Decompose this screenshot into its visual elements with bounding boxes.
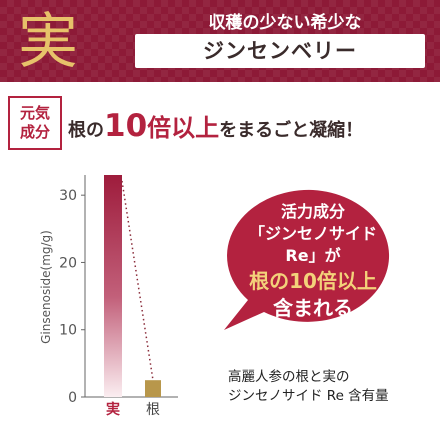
bubble-highlight: 根の10倍以上 — [249, 269, 377, 293]
bubble-line-3: Re」が — [285, 246, 341, 265]
y-tick-label: 0 — [68, 390, 77, 406]
headline: 根の10倍以上をまるごと凝縮！ — [68, 108, 363, 144]
product-name: ジンセンベリー — [135, 34, 425, 68]
callout-bubble: 活力成分 「ジンセノサイド Re」が 根の10倍以上 含まれる — [224, 188, 402, 338]
category-label-root: 根 — [146, 402, 160, 418]
headline-post: をまるごと凝縮！ — [219, 120, 364, 141]
y-tick-label: 20 — [59, 255, 77, 271]
category-label-fruit: 実 — [106, 401, 120, 418]
bubble-line-2: 「ジンセノサイド — [248, 224, 377, 243]
bubble-line-5: 含まれる — [273, 296, 353, 320]
bubble-shape — [224, 189, 390, 330]
y-tick-label: 10 — [59, 323, 77, 339]
headline-number: 10 — [104, 108, 148, 144]
fruit-kanji-logo: 実 — [18, 7, 78, 77]
badge-line-2: 成分 — [19, 123, 50, 141]
y-axis-label: Ginsenoside(mg/g) — [39, 230, 53, 344]
header-banner: 実 収穫の少ない希少な ジンセンベリー — [0, 0, 440, 82]
comparison-dotted-line — [121, 180, 154, 381]
genki-seibun-badge: 元気 成分 — [8, 96, 62, 150]
bar-fruit — [104, 175, 122, 397]
caption-line-2: ジンセノサイド Re 含有量 — [228, 388, 389, 404]
headline-middle: 倍以上 — [147, 114, 220, 142]
bubble-line-1: 活力成分 — [280, 202, 345, 221]
headline-pre: 根の — [68, 120, 104, 141]
chart-caption: 高麗人参の根と実の ジンセノサイド Re 含有量 — [228, 368, 389, 406]
badge-line-1: 元気 — [19, 104, 50, 122]
tagline: 収穫の少ない希少な — [208, 13, 362, 33]
caption-line-1: 高麗人参の根と実の — [228, 369, 350, 385]
bar-root — [145, 380, 161, 397]
y-tick-label: 30 — [59, 188, 77, 204]
